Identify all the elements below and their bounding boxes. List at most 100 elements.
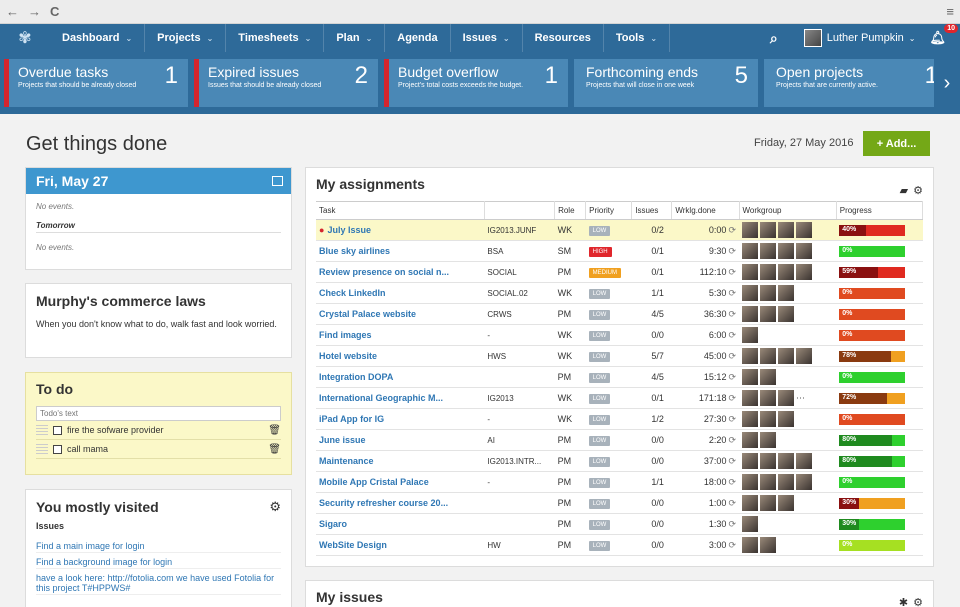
avatar[interactable] — [760, 264, 776, 280]
table-row[interactable]: Find images - WK LOW 0/0 6:00 ⟳ 0% — [316, 324, 923, 346]
table-row[interactable]: Sigaro PM LOW 0/0 1:30 ⟳ 30% — [316, 513, 923, 535]
avatar[interactable] — [742, 537, 758, 553]
browser-menu-icon[interactable]: ≡ — [946, 4, 954, 19]
table-row[interactable]: Security refresher course 20... PM LOW 0/0 1… — [316, 492, 923, 514]
visited-link[interactable]: Find a background image for login — [36, 557, 281, 569]
clock-add-icon[interactable]: ⟳ — [728, 245, 736, 256]
task-name[interactable]: Security refresher course 20... — [316, 492, 485, 514]
task-issues[interactable]: 4/5 — [631, 303, 672, 325]
chevron-right-icon[interactable]: › — [934, 59, 960, 107]
column-header[interactable] — [484, 201, 556, 220]
nav-item-projects[interactable]: Projects ⌄ — [145, 24, 227, 52]
task-issues[interactable]: 1/1 — [631, 282, 672, 304]
avatar[interactable] — [760, 369, 776, 385]
avatar[interactable] — [778, 285, 794, 301]
task-issues[interactable]: 0/0 — [631, 513, 672, 535]
avatar[interactable] — [760, 432, 776, 448]
avatar[interactable] — [760, 348, 776, 364]
task-name[interactable]: Crystal Palace website — [316, 303, 485, 325]
nav-item-resources[interactable]: Resources — [523, 24, 604, 52]
avatar[interactable] — [760, 537, 776, 553]
avatar[interactable] — [796, 474, 812, 490]
visited-link[interactable]: have a look here: http://fotolia.com we … — [36, 573, 281, 595]
avatar[interactable] — [778, 348, 794, 364]
table-row[interactable]: Blue sky airlines BSA SM HIGH 0/1 9:30 ⟳ 0% — [316, 240, 923, 262]
task-name[interactable]: International Geographic M... — [316, 387, 485, 409]
forward-icon[interactable]: → — [28, 4, 41, 19]
task-issues[interactable]: 5/7 — [631, 345, 672, 367]
nav-item-plan[interactable]: Plan ⌄ — [324, 24, 386, 52]
avatar[interactable] — [742, 348, 758, 364]
kpi-card[interactable]: Expired issues Issues that should be alre… — [194, 59, 378, 107]
task-issues[interactable]: 0/2 — [631, 219, 672, 241]
avatar[interactable] — [796, 453, 812, 469]
avatar[interactable] — [742, 390, 758, 406]
table-row[interactable]: ● July Issue IG2013.JUNF WK LOW 0/2 0:00 ⟳ 40% — [316, 219, 923, 241]
avatar[interactable] — [742, 369, 758, 385]
avatar[interactable] — [778, 495, 794, 511]
avatar[interactable] — [742, 243, 758, 259]
avatar[interactable] — [778, 222, 794, 238]
task-name[interactable]: June issue — [316, 429, 485, 451]
task-issues[interactable]: 0/0 — [631, 534, 672, 556]
calendar-icon[interactable] — [272, 176, 283, 186]
gear-icon[interactable]: ⚙ — [913, 185, 923, 197]
table-row[interactable]: International Geographic M... IG2013 WK LOW… — [316, 387, 923, 409]
column-header[interactable]: Wrklg.done — [671, 201, 740, 220]
avatar[interactable] — [760, 243, 776, 259]
table-row[interactable]: Maintenance IG2013.INTR... PM LOW 0/0 37:00 ⟳ 8… — [316, 450, 923, 472]
task-name[interactable]: Blue sky airlines — [316, 240, 485, 262]
clock-add-icon[interactable]: ⟳ — [728, 350, 736, 361]
table-row[interactable]: Crystal Palace website CRWS PM LOW 4/5 36:30 ⟳… — [316, 303, 923, 325]
avatar[interactable] — [742, 432, 758, 448]
clock-add-icon[interactable]: ⟳ — [728, 539, 736, 550]
avatar[interactable] — [760, 306, 776, 322]
task-name[interactable]: Hotel website — [316, 345, 485, 367]
column-header[interactable]: Workgroup — [739, 201, 837, 220]
clock-add-icon[interactable]: ⟳ — [728, 287, 736, 298]
todo-checkbox[interactable] — [53, 425, 62, 435]
task-name[interactable]: Review presence on social n... — [316, 261, 485, 283]
avatar[interactable] — [742, 327, 758, 343]
avatar[interactable] — [778, 453, 794, 469]
avatar[interactable] — [742, 516, 758, 532]
visited-link[interactable]: Find a main image for login — [36, 541, 281, 553]
clock-add-icon[interactable]: ⟳ — [728, 371, 736, 382]
task-issues[interactable]: 0/1 — [631, 387, 672, 409]
gear-icon[interactable]: ⚙ — [913, 597, 923, 607]
table-row[interactable]: iPad App for IG - WK LOW 1/2 27:30 ⟳ 0% — [316, 408, 923, 430]
nav-item-dashboard[interactable]: Dashboard ⌄ — [50, 24, 146, 52]
task-issues[interactable]: 4/5 — [631, 366, 672, 388]
avatar[interactable] — [760, 495, 776, 511]
task-name[interactable]: Maintenance — [316, 450, 485, 472]
column-header[interactable]: Issues — [631, 201, 673, 220]
avatar[interactable] — [742, 222, 758, 238]
clock-add-icon[interactable]: ⟳ — [728, 476, 736, 487]
table-row[interactable]: June issue AI PM LOW 0/0 2:20 ⟳ 80% — [316, 429, 923, 451]
task-name[interactable]: Integration DOPA — [316, 366, 485, 388]
kpi-card[interactable]: Open projects Projects that are currently… — [764, 59, 948, 107]
clock-add-icon[interactable]: ⟳ — [728, 392, 736, 403]
avatar[interactable] — [760, 222, 776, 238]
avatar[interactable] — [742, 495, 758, 511]
back-icon[interactable]: ← — [6, 4, 19, 19]
gear-icon[interactable]: ⚙ — [269, 499, 281, 514]
nav-item-agenda[interactable]: Agenda — [385, 24, 451, 52]
task-issues[interactable]: 0/0 — [631, 492, 672, 514]
nav-item-tools[interactable]: Tools ⌄ — [604, 24, 671, 52]
avatar[interactable] — [742, 453, 758, 469]
drag-handle-icon[interactable] — [36, 444, 48, 454]
todo-checkbox[interactable] — [53, 444, 62, 454]
avatar[interactable] — [796, 222, 812, 238]
avatar[interactable] — [778, 474, 794, 490]
trash-icon[interactable]: 🗑︎ — [268, 424, 281, 436]
avatar[interactable] — [778, 411, 794, 427]
reload-icon[interactable]: C — [50, 4, 60, 19]
task-issues[interactable]: 0/1 — [631, 240, 672, 262]
column-header[interactable]: Role — [554, 201, 587, 220]
nav-item-issues[interactable]: Issues ⌄ — [451, 24, 523, 52]
kpi-card[interactable]: Budget overflow Project's total costs exc… — [384, 59, 568, 107]
avatar[interactable] — [742, 474, 758, 490]
briefcase-icon[interactable]: ▰ — [899, 185, 909, 197]
table-row[interactable]: Review presence on social n... SOCIAL PM ME… — [316, 261, 923, 283]
